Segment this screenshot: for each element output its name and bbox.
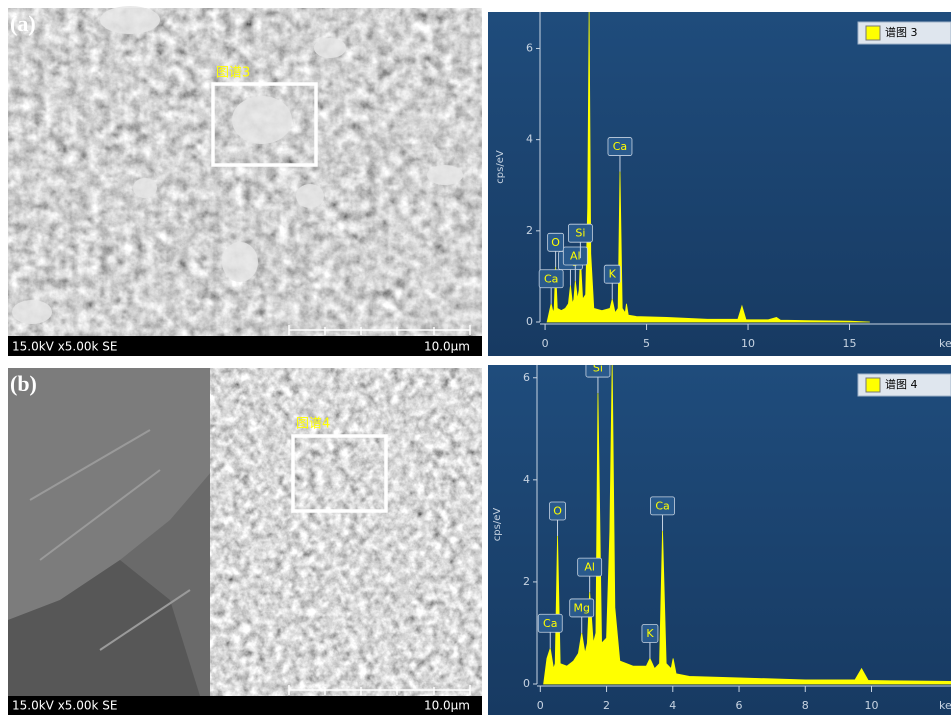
y-tick-label: 4 <box>526 133 533 146</box>
legend-label: 谱图 4 <box>885 377 918 391</box>
scale-bar-label: 10.0μm <box>424 340 470 354</box>
peak-label: Ca <box>544 272 558 285</box>
peak-label: Al <box>570 249 581 262</box>
peak-label: Al <box>584 561 595 574</box>
x-tick-label: 10 <box>865 699 879 712</box>
peak-label: K <box>646 627 654 640</box>
x-tick-label: 6 <box>736 699 743 712</box>
x-tick-label: 10 <box>741 337 755 350</box>
legend-swatch <box>866 26 880 40</box>
region-label: 图谱4 <box>296 417 330 432</box>
x-axis-label: keV <box>939 699 951 712</box>
y-tick-label: 2 <box>526 224 533 237</box>
footer-info: 15.0kV x5.00k SE <box>12 699 117 713</box>
figure: (a) 图谱3 15.0kV x5.00k SE 10.0μm (b) 图谱4 … <box>0 0 951 715</box>
peak-label: Ca <box>613 140 627 153</box>
sem-image-a <box>8 6 482 356</box>
peak-label: O <box>553 504 562 517</box>
y-tick-label: 2 <box>523 575 530 588</box>
x-axis-label: keV <box>939 337 951 350</box>
x-tick-label: 0 <box>542 337 549 350</box>
region-label: 图谱3 <box>216 66 250 81</box>
y-tick-label: 0 <box>523 677 530 690</box>
panel-label: (a) <box>10 11 36 36</box>
scale-bar-label: 10.0μm <box>424 699 470 713</box>
y-tick-label: 6 <box>526 41 533 54</box>
sem-image-b <box>8 368 482 715</box>
y-tick-label: 6 <box>523 371 530 384</box>
peak-label: Si <box>593 362 603 375</box>
legend-swatch <box>866 378 880 392</box>
footer-info: 15.0kV x5.00k SE <box>12 340 117 354</box>
x-tick-label: 15 <box>843 337 857 350</box>
peak-label: Ca <box>543 617 557 630</box>
panel-label: (b) <box>10 371 37 396</box>
x-tick-label: 4 <box>669 699 676 712</box>
x-tick-label: 8 <box>802 699 809 712</box>
y-axis-label: cps/eV <box>495 150 506 184</box>
peak-label: Mg <box>573 601 589 614</box>
peak-label: Si <box>575 227 585 240</box>
y-tick-label: 0 <box>526 315 533 328</box>
x-tick-label: 2 <box>603 699 610 712</box>
y-axis-label: cps/eV <box>492 508 503 542</box>
x-tick-label: 5 <box>643 337 650 350</box>
peak-label: Ca <box>655 499 669 512</box>
x-tick-label: 0 <box>537 699 544 712</box>
legend-label: 谱图 3 <box>885 25 918 39</box>
peak-label: O <box>551 236 560 249</box>
peak-label: K <box>609 268 617 281</box>
y-tick-label: 4 <box>523 473 530 486</box>
